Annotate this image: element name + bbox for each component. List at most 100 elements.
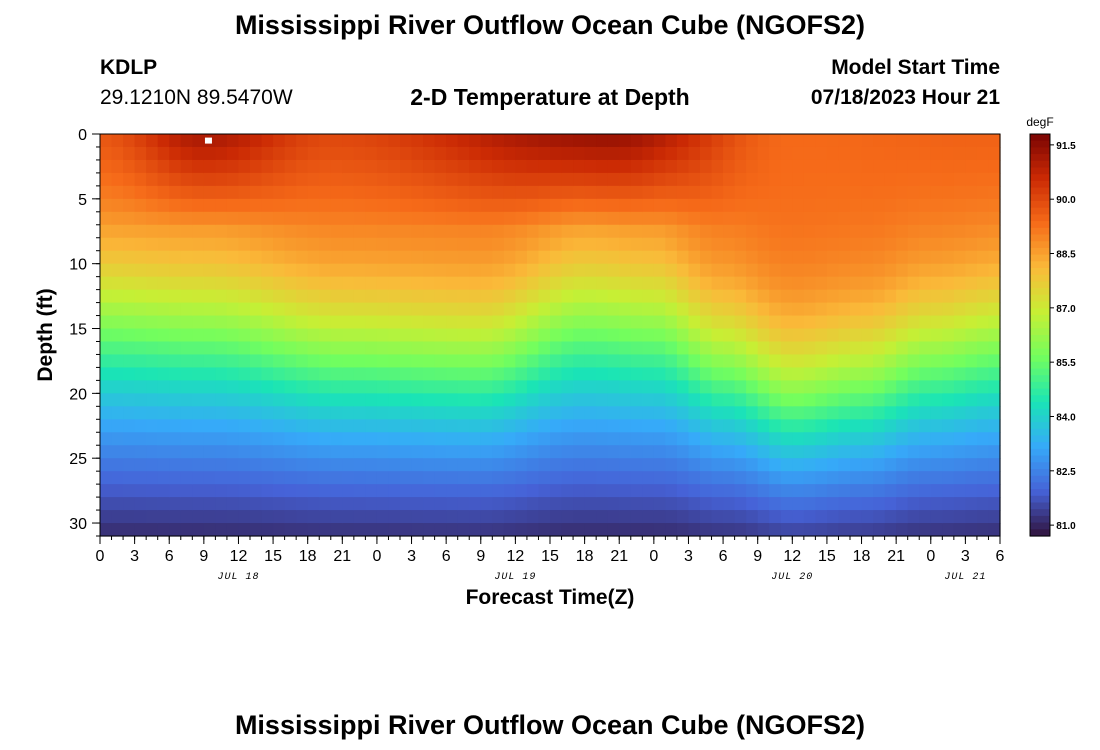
- heatmap-cell: [330, 497, 343, 511]
- heatmap-cell: [250, 315, 263, 330]
- colorbar-swatch: [1030, 321, 1050, 329]
- heatmap-cell: [665, 432, 678, 446]
- colorbar-tick-label: 88.5: [1056, 250, 1076, 261]
- heatmap-cell: [896, 198, 909, 213]
- colorbar-swatch: [1030, 160, 1050, 169]
- heatmap-cell: [792, 354, 805, 369]
- heatmap-cell: [965, 393, 978, 407]
- heatmap-cell: [896, 315, 909, 330]
- heatmap-cell: [457, 302, 470, 317]
- heatmap-cell: [573, 354, 586, 369]
- heatmap-cell: [688, 302, 701, 317]
- heatmap-cell: [688, 484, 701, 498]
- heatmap-cell: [342, 302, 355, 317]
- heatmap-cell: [365, 419, 378, 433]
- heatmap-cell: [965, 328, 978, 343]
- heatmap-cell: [688, 458, 701, 472]
- heatmap-cell: [319, 380, 332, 394]
- heatmap-cell: [700, 146, 713, 161]
- heatmap-cell: [365, 263, 378, 278]
- heatmap-cell: [250, 263, 263, 278]
- heatmap-cell: [457, 263, 470, 278]
- heatmap-cell: [261, 458, 274, 472]
- x-tick-label: 6: [165, 548, 174, 565]
- heatmap-cell: [884, 445, 897, 459]
- heatmap-cell: [215, 367, 228, 381]
- heatmap-cell: [203, 497, 216, 511]
- heatmap-cell: [573, 250, 586, 265]
- heatmap-cell: [861, 406, 874, 420]
- heatmap-cell: [838, 393, 851, 407]
- heatmap-cell: [711, 341, 724, 356]
- heatmap-cell: [630, 432, 643, 446]
- heatmap-cell: [746, 224, 759, 239]
- heatmap-cell: [838, 211, 851, 226]
- heatmap-cell: [146, 263, 159, 278]
- heatmap-cell: [261, 237, 274, 252]
- heatmap-cell: [400, 458, 413, 472]
- heatmap-cell: [123, 315, 136, 330]
- heatmap-cell: [930, 237, 943, 252]
- heatmap-cell: [884, 134, 897, 148]
- heatmap-cell: [700, 289, 713, 304]
- heatmap-cell: [180, 341, 193, 356]
- heatmap-cell: [826, 484, 840, 498]
- heatmap-cell: [111, 523, 124, 537]
- heatmap-cell: [400, 484, 413, 498]
- heatmap-cell: [653, 185, 666, 200]
- heatmap-cell: [815, 302, 828, 317]
- heatmap-cell: [296, 159, 309, 174]
- heatmap-cell: [434, 302, 447, 317]
- heatmap-cell: [953, 276, 966, 291]
- heatmap-cell: [123, 523, 136, 537]
- heatmap-cell: [919, 224, 932, 239]
- heatmap-cell: [930, 159, 943, 174]
- heatmap-cell: [238, 328, 251, 343]
- heatmap-cell: [226, 367, 240, 381]
- heatmap-cell: [700, 380, 713, 394]
- heatmap-cell: [711, 263, 724, 278]
- heatmap-cell: [226, 458, 240, 472]
- heatmap-cell: [342, 134, 355, 148]
- heatmap-cell: [169, 380, 182, 394]
- heatmap-cell: [965, 315, 978, 330]
- heatmap-cell: [353, 471, 366, 485]
- heatmap-cell: [480, 276, 493, 291]
- heatmap-cell: [596, 134, 609, 148]
- heatmap-cell: [469, 198, 482, 213]
- heatmap-cell: [561, 380, 574, 394]
- heatmap-cell: [365, 250, 378, 265]
- heatmap-cell: [469, 134, 482, 148]
- heatmap-cell: [480, 159, 493, 174]
- heatmap-cell: [180, 134, 193, 148]
- heatmap-cell: [492, 432, 505, 446]
- heatmap-cell: [169, 159, 182, 174]
- heatmap-cell: [146, 224, 159, 239]
- heatmap-cell: [226, 354, 240, 369]
- heatmap-cell: [550, 146, 563, 161]
- x-tick-label: 18: [299, 548, 317, 565]
- heatmap-cell: [411, 263, 424, 278]
- heatmap-cell: [307, 289, 320, 304]
- heatmap-cell: [480, 263, 493, 278]
- heatmap-cell: [157, 419, 170, 433]
- heatmap-cell: [434, 497, 447, 511]
- heatmap-cell: [988, 172, 1001, 187]
- colorbar-swatch: [1030, 448, 1050, 457]
- heatmap-cell: [492, 354, 505, 369]
- heatmap-cell: [642, 393, 655, 407]
- heatmap-cell: [157, 185, 170, 200]
- heatmap-cell: [342, 484, 355, 498]
- heatmap-cell: [873, 458, 886, 472]
- colorbar-swatch: [1030, 227, 1050, 236]
- heatmap-cell: [250, 393, 263, 407]
- heatmap-cell: [261, 302, 274, 317]
- heatmap-cell: [180, 497, 193, 511]
- heatmap-cell: [769, 289, 782, 304]
- heatmap-cell: [930, 367, 943, 381]
- colorbar-swatch: [1030, 415, 1050, 423]
- heatmap-cell: [180, 406, 193, 420]
- heatmap-cell: [192, 406, 205, 420]
- heatmap-cell: [388, 250, 401, 265]
- heatmap-cell: [515, 276, 528, 291]
